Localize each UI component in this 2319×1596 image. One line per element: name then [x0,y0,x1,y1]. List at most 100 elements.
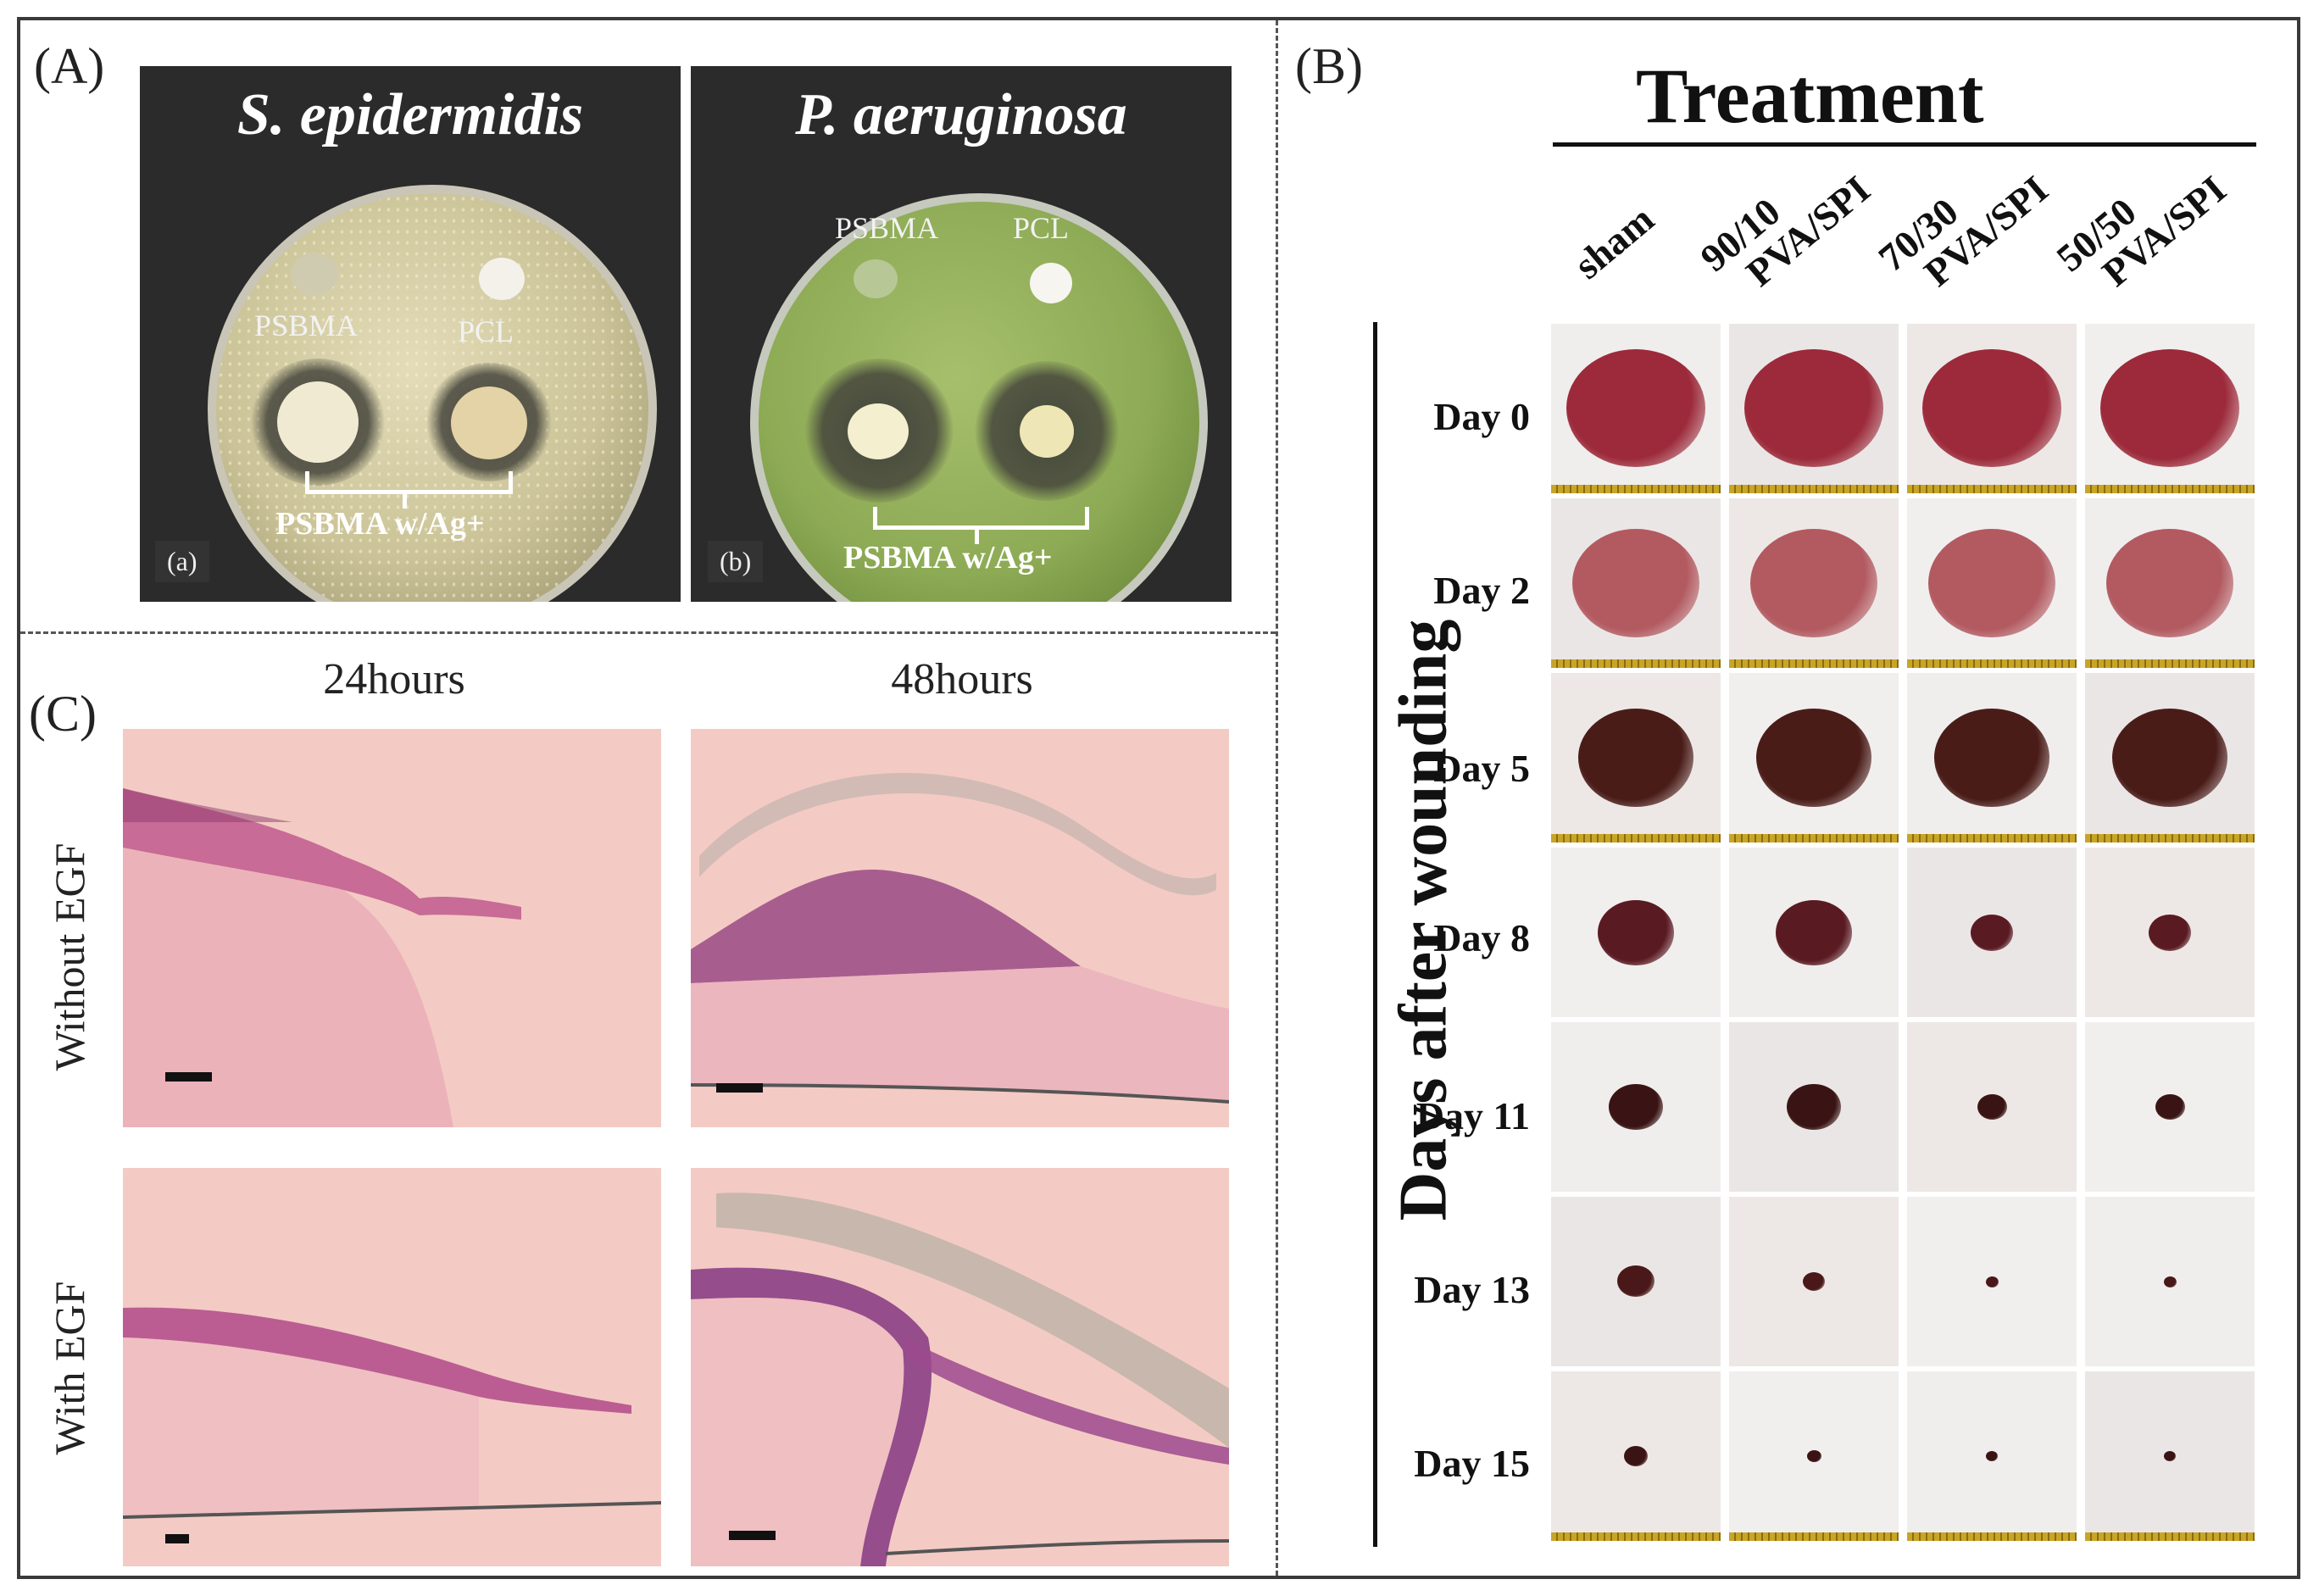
wound-photo [1729,848,1899,1017]
histology-24h-without-egf [123,729,661,1127]
day-label-15: Day 15 [1414,1442,1530,1485]
ruler-strip [1551,1532,1721,1541]
panel-a-letter: (A) [34,38,105,94]
disk-psbma-b [854,259,898,298]
histology-image [123,729,661,1127]
wound-area [1922,349,2061,467]
disk-ag-1a [277,381,359,463]
wound-photo [1729,1022,1899,1192]
petri-dish-a [208,185,657,602]
col-head-24h: 24hours [323,655,465,703]
wound-area [1566,349,1705,467]
wound-photo [1551,1022,1721,1192]
wound-area [2100,349,2239,467]
wound-photo [1907,848,2077,1017]
wound-photo-grid [1551,324,2255,1549]
ruler-strip [1907,659,2077,668]
wound-photo [2085,1371,2255,1541]
panel-c-letter: (C) [29,686,97,742]
wound-photo [1729,498,1899,668]
plate-p-aeruginosa: P. aeruginosa PSBMA PCL PSBMA w/Ag+ (b) [691,66,1232,602]
day-label-0: Day 0 [1433,395,1530,438]
group-bracket-b [873,507,1089,530]
wound-area [1572,529,1699,637]
group-bracket-a [305,471,513,494]
wound-area [1776,900,1852,965]
histology-image [123,1168,661,1566]
wound-photo [1729,324,1899,493]
disk-ag-1b [848,403,909,459]
histology-image [691,1168,1229,1566]
wound-area [1986,1451,1998,1461]
wound-area [2149,915,2191,951]
wound-photo [1551,1197,1721,1366]
wound-photo [1907,673,2077,842]
wound-area [2164,1276,2177,1287]
disk-ag-2b [1020,405,1074,458]
wound-area [2112,709,2227,807]
col-head-48h: 48hours [891,655,1033,703]
wound-photo [1551,848,1721,1017]
tag-b: (b) [708,541,764,582]
wound-area [1803,1272,1825,1291]
wound-photo [1907,498,2077,668]
ruler-strip [1729,834,1899,842]
ruler-strip [1551,834,1721,842]
ruler-strip [1729,1532,1899,1541]
vertical-divider [1276,20,1278,1576]
wound-area [1578,709,1693,807]
wound-area [1934,709,2049,807]
group-label-b: PSBMA w/Ag+ [843,540,1053,576]
treatment-underline [1553,142,2256,147]
ruler-strip [1907,1532,2077,1541]
wound-area [2164,1451,2176,1461]
ruler-strip [1551,659,1721,668]
wound-area [1787,1084,1841,1130]
histology-24h-with-egf [123,1168,661,1566]
wound-area [1624,1446,1648,1466]
wound-area [2155,1094,2185,1120]
wound-photo [1907,1371,2077,1541]
histology-image [691,729,1229,1127]
treatment-title: Treatment [1636,53,1984,139]
ruler-strip [1907,485,2077,493]
wound-photo [1551,673,1721,842]
label-pcl-a: PCL [458,314,514,348]
row-head-without-egf: Without EGF [46,842,93,1071]
label-psbma-a: PSBMA [254,309,359,342]
disk-ag-2a [451,386,527,459]
wound-photo [2085,324,2255,493]
plate-s-epidermidis: S. epidermidis PSBMA PCL PSBMA w/Ag+ (a) [140,66,681,602]
group-label-a: PSBMA w/Ag+ [275,506,485,542]
ruler-strip [1729,659,1899,668]
wound-area [1617,1265,1654,1297]
ruler-strip [2085,485,2255,493]
wound-area [1750,529,1877,637]
label-psbma-b: PSBMA [835,211,939,245]
ruler-strip [2085,1532,2255,1541]
wound-photo [1551,1371,1721,1541]
wound-area [1971,915,2013,951]
wound-photo [2085,498,2255,668]
wound-area [2106,529,2233,637]
bracket-tick-a [403,490,407,509]
wound-photo [2085,673,2255,842]
wound-photo [1907,324,2077,493]
wound-photo [1551,498,1721,668]
days-axis-line [1373,322,1377,1547]
disk-pcl-a [479,258,525,300]
day-label-2: Day 2 [1433,569,1530,612]
ruler-strip [2085,834,2255,842]
wound-area [1756,709,1871,807]
disk-psbma-a [291,253,338,295]
panel-b-letter: (B) [1295,38,1363,94]
wound-photo [1729,1371,1899,1541]
bracket-tick-b [975,526,979,544]
wound-area [1609,1084,1663,1130]
day-label-5: Day 5 [1433,747,1530,790]
wound-photo [1907,1197,2077,1366]
wound-area [1986,1276,1999,1287]
histology-48h-with-egf [691,1168,1229,1566]
wound-photo [2085,848,2255,1017]
tag-a: (a) [155,541,209,582]
